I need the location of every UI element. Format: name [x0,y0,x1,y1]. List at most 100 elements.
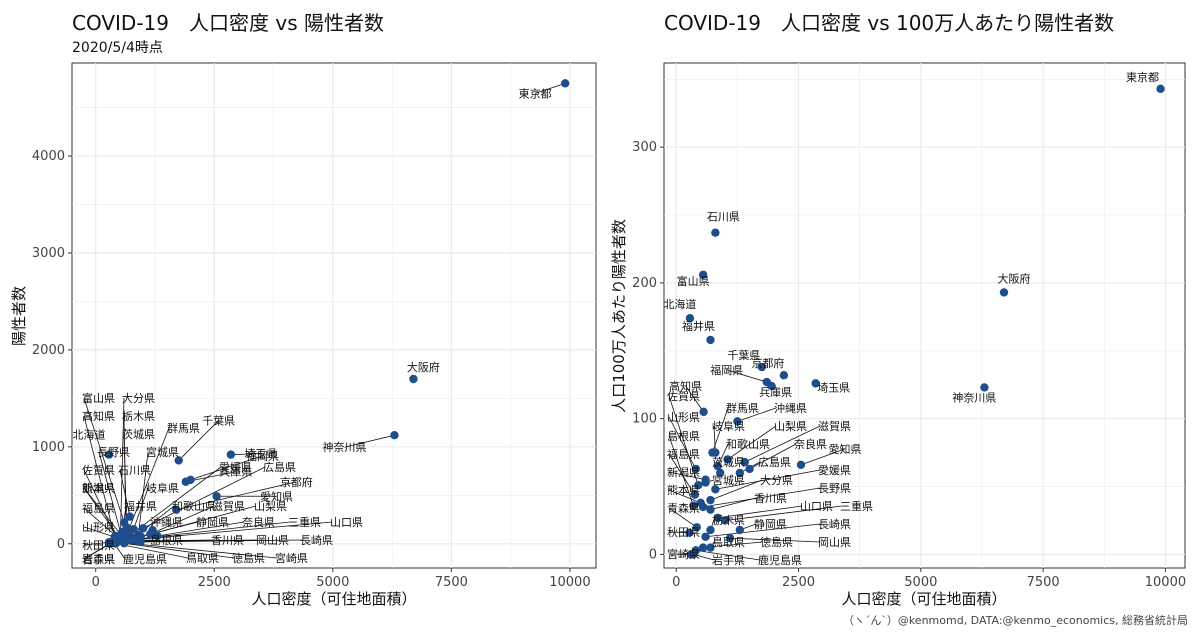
point-label: 神奈川県 [322,440,366,454]
point-label: 山形県 [667,411,700,424]
leader-line [705,523,821,538]
leader-line [695,549,761,561]
right-panel: COVID-19 人口密度 vs 100万人あたり陽性者数 0 2500 5000 7… [610,11,1186,608]
point-label: 滋賀県 [212,500,245,513]
point-label: 徳島県 [232,551,265,565]
point-label: 高知県 [82,409,115,423]
data-point [716,468,725,478]
y-tick-label: 200 [632,276,657,291]
point-label: 広島県 [263,460,296,474]
leader-line [668,435,694,506]
point-label: 京都府 [751,356,784,370]
left-ticks: 0 2500 5000 7500 10000 0 1000 2000 3000 4000 [32,149,591,590]
data-point [694,480,703,490]
data-point [706,335,715,345]
data-point [226,450,236,459]
leader-line [137,451,149,536]
leader-line [230,453,261,455]
point-label: 山口県 [800,500,833,513]
leader-line [124,542,235,559]
data-point [811,379,820,388]
x-tick-label: 2500 [782,575,815,590]
data-point [796,460,806,470]
point-label: 沖縄県 [150,515,183,529]
leader-line [115,543,189,559]
left-y-axis-title: 陽性者数 [10,286,28,346]
y-tick-label: 3000 [32,246,65,261]
point-label: 静岡県 [196,515,229,529]
point-label: 静岡県 [754,517,787,531]
leader-line [726,369,767,383]
point-label: 青森県 [82,552,115,566]
leader-line [713,425,716,453]
leader-line [668,507,698,528]
right-leader-lines [668,369,846,561]
leader-line [190,455,263,481]
point-label: 長崎県 [300,533,333,547]
left-points [104,79,570,548]
data-point [691,546,700,555]
leader-line [83,469,118,540]
data-point [735,525,745,535]
point-label: 大分県 [122,391,155,405]
point-label: 神奈川県 [952,390,996,404]
x-tick-label: 10000 [1145,575,1186,590]
data-point [999,288,1009,297]
point-label: 茨城県 [122,427,155,441]
y-tick-label: 100 [632,412,657,427]
point-label: 和歌山県 [726,437,770,451]
leader-line [703,487,821,508]
data-point [390,431,399,440]
data-point [691,464,700,474]
leader-line [800,448,846,466]
point-label: 千葉県 [727,348,760,362]
point-label: 島根県 [667,429,700,443]
point-label: 埼玉県 [244,447,277,461]
left-grid [72,63,596,568]
x-tick-label: 7500 [1027,575,1060,590]
data-point [711,485,720,494]
point-label: 福井県 [682,319,715,333]
point-label: 徳島県 [760,535,793,549]
point-label: 沖縄県 [774,401,807,415]
leader-line [133,487,149,530]
data-point [706,525,715,535]
y-tick-label: 0 [57,537,65,552]
leader-line [715,469,821,490]
leader-line [668,416,697,470]
y-tick-label: 0 [649,547,657,562]
point-label: 群馬県 [726,401,759,415]
x-tick-label: 10000 [549,575,590,590]
y-tick-label: 300 [632,140,657,155]
point-label: 東京都 [519,86,552,100]
point-label: 鳥取県 [712,535,745,549]
leader-line [737,407,777,422]
y-tick-label: 1000 [32,440,65,455]
right-ticks: 0 2500 5000 7500 10000 0 100 200 300 [632,140,1186,590]
data-point [706,495,715,505]
data-point [181,477,191,486]
point-label: 奈良県 [794,437,827,451]
leader-line [744,425,821,463]
leader-line [157,521,245,537]
point-label: 山口県 [330,516,363,529]
data-point [745,464,754,474]
point-label: 福岡県 [246,449,279,463]
point-label: 香川県 [754,492,787,505]
leader-line [176,481,297,511]
point-label: 兵庫県 [759,385,792,399]
point-label: 大分県 [760,473,793,487]
point-label: 富山県 [677,274,710,288]
leader-line [123,415,127,538]
left-plot-frame [71,62,597,569]
point-label: 長野県 [818,482,851,495]
data-point [698,502,708,512]
data-point [692,523,701,532]
leader-line [668,471,706,481]
leader-line [83,487,120,539]
data-point [698,543,708,552]
point-label: 埼玉県 [817,380,850,394]
